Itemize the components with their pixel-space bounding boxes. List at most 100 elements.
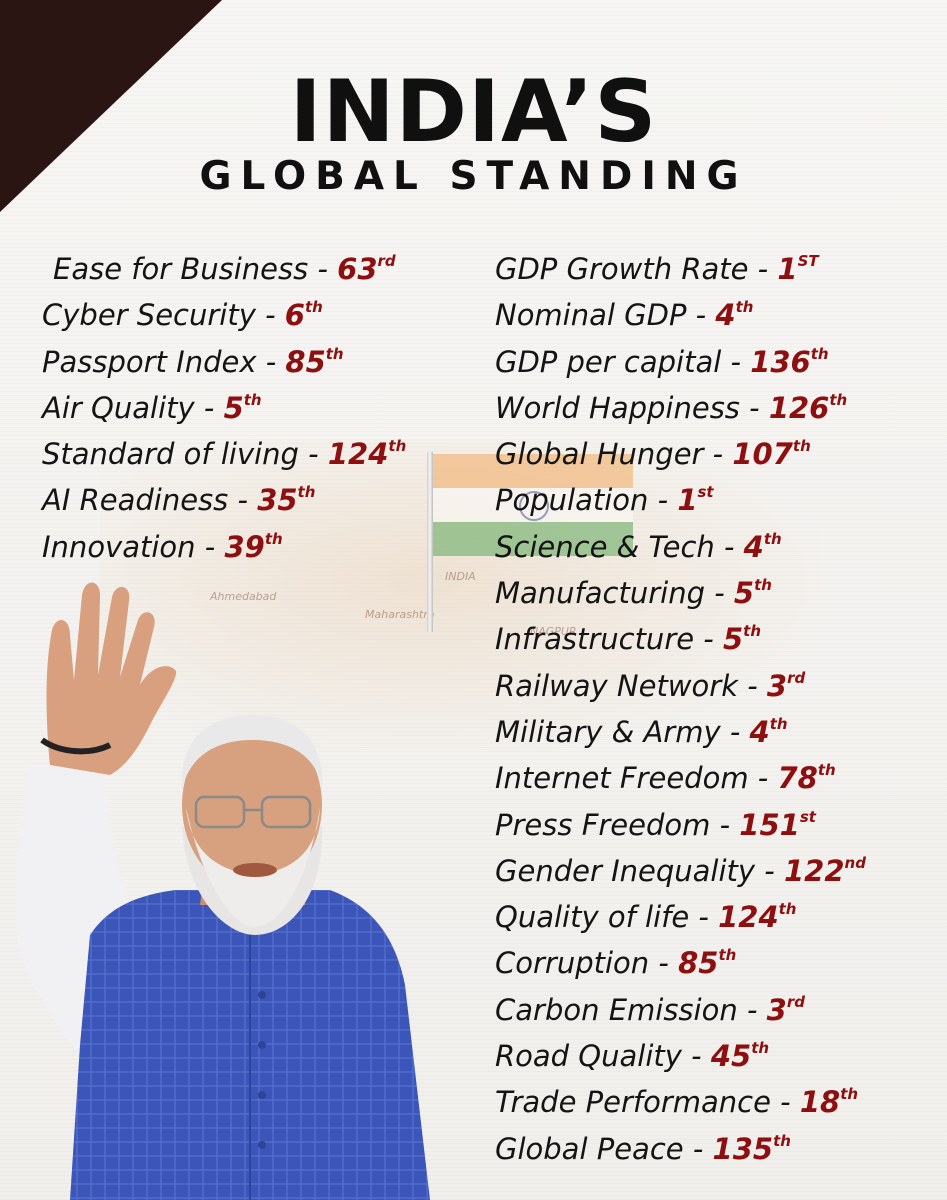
ranking-number: 136 xyxy=(750,344,811,379)
flag-icon xyxy=(433,454,633,556)
ranking-label: Road Quality - xyxy=(495,1039,711,1074)
ranking-number: 78 xyxy=(777,761,818,796)
corner-triangle xyxy=(0,0,222,212)
ranking-value: 45th xyxy=(711,1039,769,1073)
ranking-value: 1st xyxy=(677,483,713,517)
ranking-label: Cyber Security - xyxy=(42,298,285,333)
ranking-item: GDP Growth Rate - 1ST xyxy=(495,246,866,292)
ranking-suffix: th xyxy=(735,298,754,317)
map-label: Ahmedabad xyxy=(210,590,277,603)
ranking-value: 5th xyxy=(723,622,761,656)
ranking-value: 136th xyxy=(750,345,828,379)
ranking-item: Internet Freedom - 78th xyxy=(495,755,866,801)
ranking-label: Nominal GDP - xyxy=(495,298,716,333)
ranking-number: 3 xyxy=(766,668,788,703)
ranking-item: Ease for Business - 63rd xyxy=(42,246,406,292)
ranking-item: Road Quality - 45th xyxy=(495,1033,866,1079)
ranking-number: 122 xyxy=(783,853,845,888)
ranking-item: Science & Tech - 4th xyxy=(495,524,866,570)
ranking-label: Military & Army - xyxy=(495,714,750,749)
ranking-number: 151 xyxy=(739,807,800,842)
ranking-number: 5 xyxy=(722,622,744,657)
ranking-item: Trade Performance - 18th xyxy=(495,1079,866,1125)
ranking-number: 85 xyxy=(678,946,719,981)
ranking-number: 85 xyxy=(285,344,326,379)
ranking-value: 1ST xyxy=(777,252,818,286)
ranking-number: 39 xyxy=(224,529,265,564)
ranking-item: Innovation - 39th xyxy=(42,524,406,570)
ranking-suffix: th xyxy=(840,1085,859,1104)
ranking-label: World Happiness - xyxy=(495,390,769,425)
ranking-value: 6th xyxy=(285,298,323,332)
ranking-label: Trade Performance - xyxy=(495,1085,800,1120)
ranking-value: 78th xyxy=(777,761,835,795)
ranking-suffix: th xyxy=(829,390,848,409)
ranking-label: Global Hunger - xyxy=(495,437,733,472)
ranking-number: 18 xyxy=(799,1085,841,1120)
ranking-item: Railway Network - 3rd xyxy=(495,663,866,709)
background-map: Ahmedabad Maharashtra NAGPUR INDIA xyxy=(100,440,820,750)
ranking-suffix: th xyxy=(751,1039,770,1058)
ranking-value: 63rd xyxy=(337,252,396,286)
ranking-suffix: rd xyxy=(786,992,805,1011)
ranking-value: 124th xyxy=(718,900,796,934)
ranking-label: Standard of living - xyxy=(42,437,328,472)
waving-person-illustration xyxy=(15,582,430,1200)
ranking-item: Infrastructure - 5th xyxy=(495,616,866,662)
ranking-suffix: st xyxy=(799,807,816,826)
ranking-value: 85th xyxy=(285,345,343,379)
rankings-list-right: GDP Growth Rate - 1ST Nominal GDP - 4th GD… xyxy=(495,246,866,1172)
ranking-label: Science & Tech - xyxy=(495,529,744,564)
ranking-label: Quality of life - xyxy=(495,900,719,935)
ranking-value: 107th xyxy=(732,437,810,471)
ranking-item: Cyber Security - 6th xyxy=(42,292,406,338)
ranking-item: Passport Index - 85th xyxy=(42,339,406,385)
map-label: NAGPUR xyxy=(530,625,577,638)
ranking-suffix: th xyxy=(743,622,762,641)
ranking-suffix: th xyxy=(297,483,316,502)
ranking-item: Air Quality - 5th xyxy=(42,385,406,431)
ranking-suffix: ST xyxy=(797,252,819,270)
ranking-number: 1 xyxy=(777,252,798,286)
ranking-number: 35 xyxy=(257,483,298,518)
ranking-suffix: th xyxy=(810,344,829,363)
ranking-value: 124th xyxy=(328,437,406,471)
ranking-label: Internet Freedom - xyxy=(495,761,778,796)
ranking-label: Railway Network - xyxy=(495,668,767,703)
ranking-number: 124 xyxy=(327,437,389,472)
map-label: Maharashtra xyxy=(365,608,435,621)
ranking-number: 6 xyxy=(284,298,305,333)
ranking-item: Military & Army - 4th xyxy=(495,709,866,755)
ranking-label: Innovation - xyxy=(42,529,225,564)
ranking-label: Ease for Business - xyxy=(53,252,338,286)
ranking-suffix: th xyxy=(304,298,323,317)
ranking-item: Press Freedom - 151st xyxy=(495,802,866,848)
ranking-suffix: th xyxy=(792,437,811,456)
ranking-value: 35th xyxy=(257,483,315,517)
ranking-label: Air Quality - xyxy=(42,390,224,425)
ranking-number: 107 xyxy=(732,437,793,472)
ranking-item: Corruption - 85th xyxy=(495,940,866,986)
ranking-label: Gender Inequality - xyxy=(495,853,784,888)
ranking-label: Passport Index - xyxy=(42,344,286,379)
ranking-item: Global Peace - 135th xyxy=(495,1126,866,1172)
ranking-value: 18th xyxy=(800,1085,858,1119)
ranking-value: 151st xyxy=(739,808,816,842)
ranking-number: 5 xyxy=(733,576,755,611)
ranking-suffix: th xyxy=(773,1131,791,1150)
ranking-label: Press Freedom - xyxy=(495,807,740,842)
ranking-number: 5 xyxy=(223,390,244,425)
ranking-item: Nominal GDP - 4th xyxy=(495,292,866,338)
ranking-number: 4 xyxy=(743,529,764,564)
ranking-suffix: nd xyxy=(844,853,866,872)
ranking-item: Quality of life - 124th xyxy=(495,894,866,940)
ranking-suffix: th xyxy=(817,761,836,780)
ranking-suffix: th xyxy=(718,946,737,965)
ranking-value: 3rd xyxy=(767,993,805,1027)
ranking-suffix: th xyxy=(754,576,772,595)
ranking-number: 1 xyxy=(677,483,698,518)
ranking-label: GDP per capital - xyxy=(495,344,751,379)
ranking-item: Standard of living - 124th xyxy=(42,431,406,477)
ranking-label: Corruption - xyxy=(495,946,679,981)
